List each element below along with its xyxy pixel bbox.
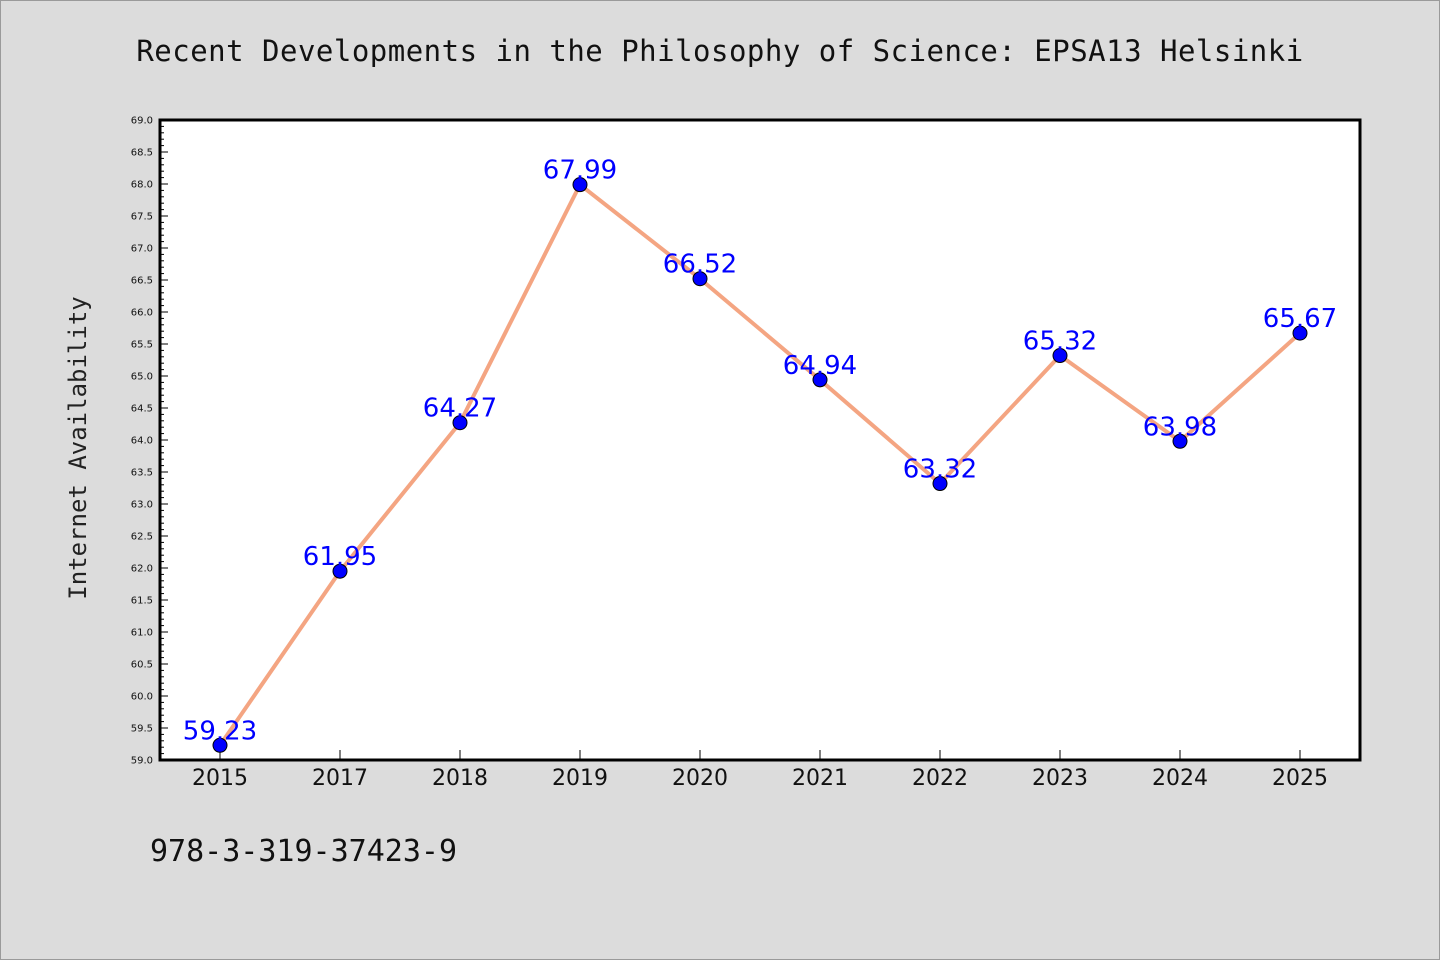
chart-title: Recent Developments in the Philosophy of… [136, 34, 1304, 68]
y-axis-ticks: 59.0 59.5 60.0 60.5 61.0 61.5 62.0 62.5 63.0 63.5… [131, 116, 168, 767]
y-tick-label: 63.0 [131, 500, 153, 511]
x-axis-ticks: 2015 2017 2018 2019 2020 2021 2022 2023 2024 2025 [192, 750, 1328, 791]
y-tick-label: 61.5 [131, 596, 153, 607]
plot-area [160, 120, 1360, 760]
y-tick-label: 59.5 [131, 724, 153, 735]
x-tick-label: 2021 [792, 766, 848, 791]
data-label: 61.95 [303, 542, 377, 572]
y-tick-label: 66.5 [131, 276, 153, 287]
data-label: 65.32 [1023, 327, 1097, 357]
y-tick-label: 68.0 [131, 180, 153, 191]
data-point [212, 737, 228, 753]
y-tick-label: 69.0 [131, 116, 153, 127]
y-tick-label: 60.0 [131, 692, 153, 703]
data-point [812, 372, 828, 388]
y-tick-label: 67.5 [131, 212, 153, 223]
data-label: 66.52 [663, 250, 737, 280]
x-tick-label: 2019 [552, 766, 608, 791]
data-point [692, 271, 708, 287]
y-tick-label: 65.5 [131, 340, 153, 351]
data-label: 59.23 [183, 716, 257, 746]
x-tick-label: 2018 [432, 766, 488, 791]
y-tick-label: 68.5 [131, 148, 153, 159]
data-point [1292, 325, 1308, 341]
y-tick-label: 66.0 [131, 308, 153, 319]
data-point [1052, 348, 1068, 364]
data-point [932, 476, 948, 492]
x-tick-label: 2024 [1152, 766, 1208, 791]
y-tick-label: 65.0 [131, 372, 153, 383]
x-tick-label: 2015 [192, 766, 248, 791]
x-tick-label: 2025 [1272, 766, 1328, 791]
plot-border [158, 118, 1362, 762]
y-tick-label: 62.0 [131, 564, 153, 575]
y-tick-label: 67.0 [131, 244, 153, 255]
data-point [452, 415, 468, 431]
data-point [572, 177, 588, 193]
x-tick-label: 2020 [672, 766, 728, 791]
data-label: 64.27 [423, 394, 497, 424]
y-tick-label: 64.5 [131, 404, 153, 415]
y-tick-label: 60.5 [131, 660, 153, 671]
y-tick-label: 63.5 [131, 468, 153, 479]
y-tick-label: 61.0 [131, 628, 153, 639]
data-label: 63.98 [1143, 412, 1217, 442]
y-tick-label: 64.0 [131, 436, 153, 447]
data-point [332, 563, 348, 579]
data-points [212, 177, 1308, 753]
data-label: 64.94 [783, 351, 857, 381]
x-tick-label: 2023 [1032, 766, 1088, 791]
data-labels: 59.23 61.95 64.27 67.99 66.52 64.94 63.32 65.32… [183, 156, 1337, 747]
data-label: 65.67 [1263, 304, 1337, 334]
series-line [218, 182, 1302, 747]
data-point [1172, 433, 1188, 449]
y-tick-label: 59.0 [131, 756, 153, 767]
data-label: 63.32 [903, 455, 977, 485]
x-tick-label: 2022 [912, 766, 968, 791]
data-label: 67.99 [543, 156, 617, 186]
isbn-footer: 978-3-319-37423-9 [150, 834, 458, 869]
y-tick-label: 62.5 [131, 532, 153, 543]
y-axis-label: Internet Availability [64, 296, 92, 599]
x-tick-label: 2017 [312, 766, 368, 791]
